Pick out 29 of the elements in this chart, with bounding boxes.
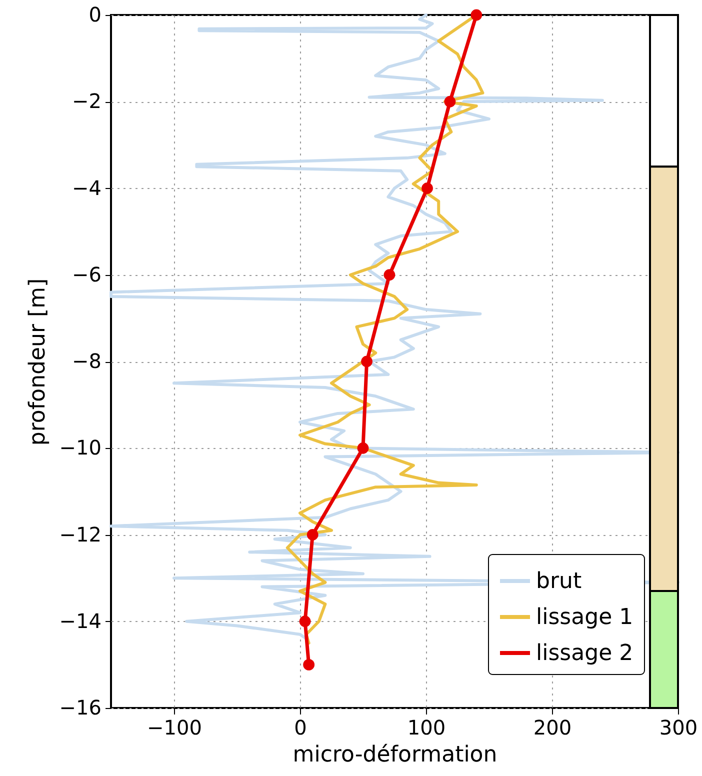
y-tick-label: −4 bbox=[72, 176, 102, 200]
y-tick-label: −6 bbox=[72, 262, 102, 286]
point bbox=[384, 269, 396, 281]
line-series bbox=[110, 14, 680, 640]
y-tick-label: 0 bbox=[88, 2, 102, 26]
x-tick-label: 0 bbox=[294, 716, 307, 740]
y-tick-label: −2 bbox=[72, 89, 102, 114]
x-tick-label: 100 bbox=[407, 716, 446, 740]
y-tick-label: −12 bbox=[59, 522, 102, 546]
point bbox=[444, 96, 456, 108]
point bbox=[299, 616, 311, 628]
y-tick-label: −14 bbox=[59, 608, 102, 633]
point bbox=[303, 659, 315, 670]
x-axis-title: micro-déformation bbox=[292, 742, 498, 768]
legend-label: lissage 1 bbox=[536, 605, 634, 630]
x-tick-label: −100 bbox=[147, 716, 202, 740]
y-tick-label: −10 bbox=[59, 436, 102, 460]
y-axis-title: profondeur [m] bbox=[25, 278, 50, 446]
point bbox=[306, 529, 318, 540]
y-tick-label: −8 bbox=[72, 349, 102, 373]
legend-label: brut bbox=[536, 569, 582, 594]
y-tick-label: −16 bbox=[59, 696, 102, 720]
legend-label: lissage 2 bbox=[536, 641, 634, 666]
x-tick-label: 300 bbox=[659, 716, 698, 740]
point bbox=[470, 9, 482, 21]
x-tick-label: 200 bbox=[533, 716, 572, 740]
point bbox=[422, 182, 433, 194]
point bbox=[357, 442, 369, 454]
point bbox=[361, 356, 372, 368]
